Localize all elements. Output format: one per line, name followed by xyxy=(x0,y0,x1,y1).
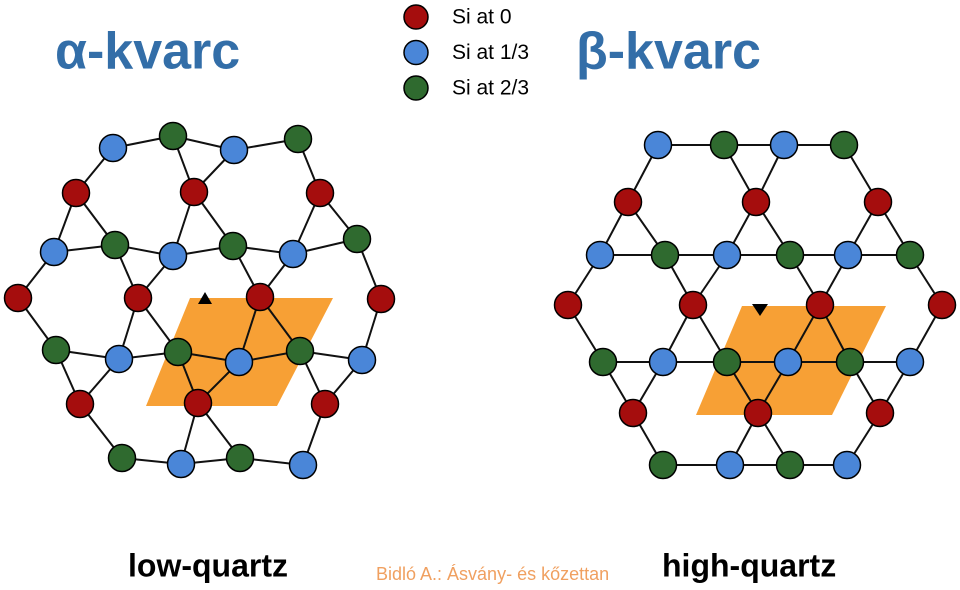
si-atom xyxy=(773,347,803,377)
si-atom xyxy=(613,187,643,217)
si-atom xyxy=(224,347,254,377)
legend-label: Si at 1/3 xyxy=(452,41,529,64)
si-atom xyxy=(65,389,95,419)
bonds xyxy=(17,135,943,466)
si-atom xyxy=(805,290,835,320)
legend-label: Si at 2/3 xyxy=(452,77,529,100)
si-atom xyxy=(712,240,742,270)
si-atom xyxy=(712,347,742,377)
legend: Si at 0 Si at 1/3 Si at 2/3 xyxy=(403,4,529,101)
si-atom xyxy=(863,187,893,217)
si-atom xyxy=(61,178,91,208)
si-atom xyxy=(588,347,618,377)
si-atom xyxy=(3,283,33,313)
si-atom xyxy=(219,135,249,165)
si-atom xyxy=(310,389,340,419)
si-atom xyxy=(895,347,925,377)
si-atom xyxy=(225,443,255,473)
si-atom xyxy=(648,347,678,377)
si-atom xyxy=(643,130,673,160)
si-atom xyxy=(41,335,71,365)
atoms xyxy=(3,121,957,480)
si-atom xyxy=(775,240,805,270)
si-atom xyxy=(158,121,188,151)
si-atom xyxy=(158,241,188,271)
si-atom xyxy=(104,344,134,374)
si-atom xyxy=(218,231,248,261)
si-atom xyxy=(865,398,895,428)
si-atom xyxy=(166,449,196,479)
si-atom xyxy=(832,450,862,480)
high-caption: high-quartz xyxy=(662,547,836,583)
si-atom xyxy=(648,450,678,480)
si-atom xyxy=(741,187,771,217)
legend-swatch xyxy=(403,4,429,30)
si-atom xyxy=(278,239,308,269)
si-atom xyxy=(288,450,318,480)
si-atom xyxy=(709,130,739,160)
si-atom xyxy=(775,450,805,480)
si-atom xyxy=(829,130,859,160)
legend-swatch xyxy=(403,39,429,66)
legend-swatch xyxy=(403,75,429,101)
si-atom xyxy=(650,240,680,270)
si-atom xyxy=(618,398,648,428)
si-atom xyxy=(163,337,193,367)
alpha-title: α-kvarc xyxy=(55,23,240,81)
si-atom xyxy=(98,133,128,163)
si-atom xyxy=(678,290,708,320)
si-atom xyxy=(715,450,745,480)
si-atom xyxy=(123,283,153,313)
si-atom xyxy=(366,284,396,314)
si-atom xyxy=(283,124,313,154)
si-atom xyxy=(585,240,615,270)
screw-axis xyxy=(752,304,768,316)
si-atom xyxy=(347,345,377,375)
beta-title: β-kvarc xyxy=(576,23,761,81)
si-atom xyxy=(100,230,130,260)
legend-label: Si at 0 xyxy=(452,6,512,29)
si-atom xyxy=(743,398,773,428)
low-caption: low-quartz xyxy=(128,547,288,583)
si-atom xyxy=(107,443,137,473)
si-atom xyxy=(305,178,335,208)
si-atom xyxy=(183,388,213,418)
si-atom xyxy=(835,347,865,377)
si-atom xyxy=(895,240,925,270)
si-atom xyxy=(833,240,863,270)
credit: Bidló A.: Ásvány- és kőzettan xyxy=(376,564,609,584)
si-atom xyxy=(769,130,799,160)
si-atom xyxy=(342,224,372,254)
si-atom xyxy=(553,290,583,320)
si-atom xyxy=(245,282,275,312)
si-atom xyxy=(285,336,315,366)
si-atom xyxy=(927,290,957,320)
si-atom xyxy=(179,177,209,207)
screw-axis xyxy=(198,292,212,304)
si-atom xyxy=(39,237,69,267)
